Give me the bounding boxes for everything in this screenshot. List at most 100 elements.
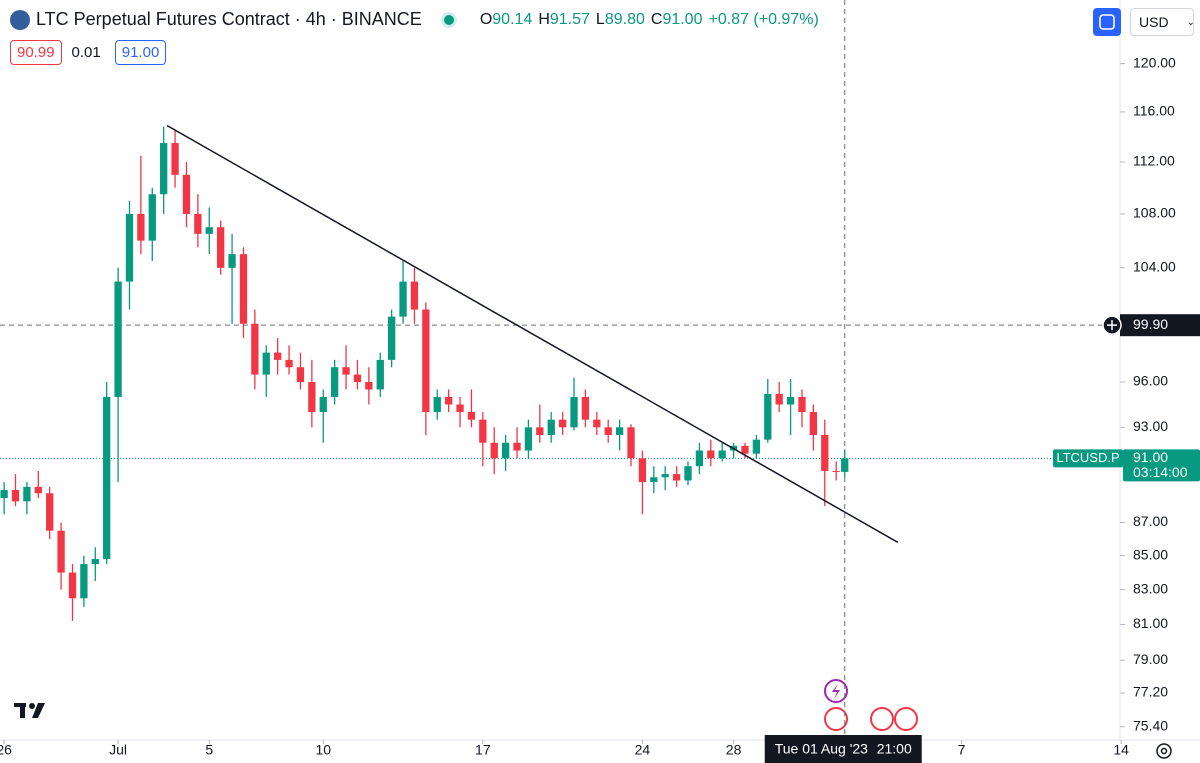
- candle-body: [558, 419, 567, 428]
- x-tick-label: 7: [958, 742, 966, 758]
- y-tick-label: 79.00: [1133, 651, 1168, 667]
- candle-body: [410, 281, 419, 310]
- candle-body: [319, 396, 327, 413]
- candle-body: [581, 396, 590, 420]
- candle-body: [764, 393, 772, 440]
- settings-icon[interactable]: [1156, 743, 1172, 759]
- ohlc-key: L: [595, 10, 605, 28]
- candle-body: [80, 564, 88, 599]
- candle-body: [217, 227, 225, 268]
- candle-body: [46, 493, 54, 531]
- candle-body: [387, 316, 396, 360]
- ohlc-key: H: [538, 10, 550, 28]
- candle-body: [331, 367, 339, 397]
- candle-body: [433, 396, 441, 413]
- plot: [0, 0, 1120, 740]
- candle-body: [456, 404, 464, 413]
- candle-body: [228, 254, 236, 268]
- candle-body: [695, 450, 704, 467]
- y-tick-label: 96.00: [1133, 373, 1168, 389]
- y-tick-label: 75.40: [1133, 717, 1168, 733]
- candle-body: [57, 530, 65, 573]
- last-price-box: [1123, 449, 1200, 482]
- event-icons[interactable]: [824, 679, 918, 731]
- candle-body: [342, 367, 350, 375]
- candle-body: [832, 470, 840, 472]
- candle-body: [479, 419, 487, 443]
- candle-body: [775, 393, 783, 405]
- x-tick-label: 10: [315, 742, 331, 758]
- tv-logo: [14, 703, 45, 718]
- candle-body: [182, 174, 191, 214]
- candle-body: [239, 254, 248, 324]
- candle-body: [809, 412, 818, 436]
- x-tick-label: Jul: [109, 742, 127, 758]
- candle-body: [513, 442, 521, 451]
- y-tick-label: 93.00: [1133, 418, 1168, 434]
- candle-body: [684, 466, 692, 481]
- candle-body: [536, 427, 544, 436]
- y-tick-label: 112.00: [1133, 153, 1175, 169]
- candle-body: [661, 474, 669, 478]
- candle-body: [353, 374, 362, 383]
- y-tick-label: 77.20: [1133, 684, 1168, 700]
- y-tick-label: 83.00: [1133, 580, 1168, 596]
- countdown: 03:14:00: [1133, 464, 1188, 480]
- candle-body: [615, 427, 624, 436]
- y-tick-label: 81.00: [1133, 615, 1168, 631]
- legend-header: LTC Perpetual Futures Contract · 4h · BI…: [10, 9, 819, 30]
- candle-body: [650, 477, 658, 483]
- x-tick-label: 28: [726, 742, 742, 758]
- y-tick-label: 85.00: [1133, 546, 1168, 562]
- candle-body: [547, 419, 555, 436]
- add-alert-icon: [1107, 320, 1117, 331]
- candle-body: [672, 474, 681, 481]
- crosshair-time-label: 21:00: [877, 741, 912, 757]
- candle-body: [444, 396, 453, 405]
- candle-body: [524, 427, 533, 451]
- candle-body: [501, 442, 510, 459]
- candle-body: [821, 435, 829, 471]
- y-tick-label: 104.00: [1133, 258, 1176, 274]
- candle-body: [365, 382, 373, 390]
- candle-body: [604, 427, 612, 436]
- symbol-title: LTC Perpetual Futures Contract · 4h · BI…: [36, 9, 422, 29]
- candle-body: [137, 213, 145, 241]
- ohlc-key: O: [479, 10, 493, 28]
- x-tick-label: 14: [1113, 742, 1129, 758]
- x-tick-label: 5: [205, 742, 213, 758]
- candle-body: [148, 194, 156, 241]
- candle-body: [570, 396, 578, 428]
- candle-body: [638, 458, 647, 483]
- bid[interactable]: 90.99: [10, 40, 62, 65]
- candle-body: [841, 458, 849, 472]
- change: +0.87 (+0.97%): [708, 10, 819, 28]
- candle-body: [752, 439, 761, 454]
- candle-body: [194, 213, 202, 234]
- candle-body: [274, 352, 282, 360]
- x-tick-label: 17: [475, 742, 491, 758]
- currency-select[interactable]: USD ⌄: [1130, 8, 1195, 36]
- compare-button[interactable]: [1093, 8, 1121, 36]
- candle-body: [11, 490, 20, 502]
- candle-body: [23, 486, 31, 502]
- crosshair-date-label: Tue 01 Aug '23: [775, 741, 868, 757]
- y-tick-label: 108.00: [1133, 205, 1176, 221]
- currency: USD: [1139, 14, 1169, 30]
- ohlc-key: C: [650, 10, 663, 28]
- crosshair-price-box: [1120, 314, 1200, 337]
- bid-ask: 90.99 0.01 91.00: [10, 40, 167, 65]
- ask[interactable]: 91.00: [114, 40, 167, 65]
- symbol-box: [1053, 449, 1123, 468]
- candle-body: [285, 359, 293, 368]
- trend-line: [166, 124, 899, 543]
- candle-body: [125, 213, 134, 282]
- candle-body: [627, 427, 635, 459]
- candle-body: [399, 281, 407, 317]
- ohlc-value: 91.57: [549, 10, 590, 28]
- candle-body: [114, 281, 122, 397]
- crosshair-time-box: [764, 735, 922, 763]
- candle-body: [68, 572, 77, 599]
- ohlc-value: 91.00: [662, 10, 703, 28]
